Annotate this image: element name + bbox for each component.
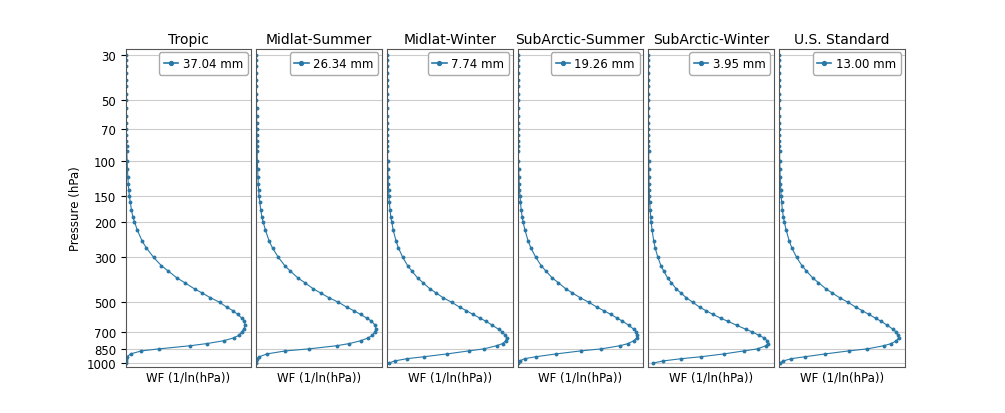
Legend: 19.26 mm: 19.26 mm bbox=[551, 53, 639, 76]
Legend: 7.74 mm: 7.74 mm bbox=[428, 53, 509, 76]
Legend: 37.04 mm: 37.04 mm bbox=[159, 53, 247, 76]
X-axis label: WF (1/ln(hPa)): WF (1/ln(hPa)) bbox=[277, 370, 361, 383]
Title: U.S. Standard: U.S. Standard bbox=[794, 33, 889, 47]
Y-axis label: Pressure (hPa): Pressure (hPa) bbox=[69, 166, 82, 251]
Title: SubArctic-Summer: SubArctic-Summer bbox=[516, 33, 645, 47]
X-axis label: WF (1/ln(hPa)): WF (1/ln(hPa)) bbox=[539, 370, 622, 383]
X-axis label: WF (1/ln(hPa)): WF (1/ln(hPa)) bbox=[408, 370, 491, 383]
X-axis label: WF (1/ln(hPa)): WF (1/ln(hPa)) bbox=[147, 370, 230, 383]
X-axis label: WF (1/ln(hPa)): WF (1/ln(hPa)) bbox=[800, 370, 883, 383]
Title: Midlat-Winter: Midlat-Winter bbox=[403, 33, 496, 47]
Title: Tropic: Tropic bbox=[168, 33, 209, 47]
X-axis label: WF (1/ln(hPa)): WF (1/ln(hPa)) bbox=[669, 370, 753, 383]
Legend: 3.95 mm: 3.95 mm bbox=[689, 53, 770, 76]
Legend: 26.34 mm: 26.34 mm bbox=[289, 53, 378, 76]
Title: SubArctic-Winter: SubArctic-Winter bbox=[653, 33, 769, 47]
Title: Midlat-Summer: Midlat-Summer bbox=[266, 33, 372, 47]
Legend: 13.00 mm: 13.00 mm bbox=[812, 53, 900, 76]
